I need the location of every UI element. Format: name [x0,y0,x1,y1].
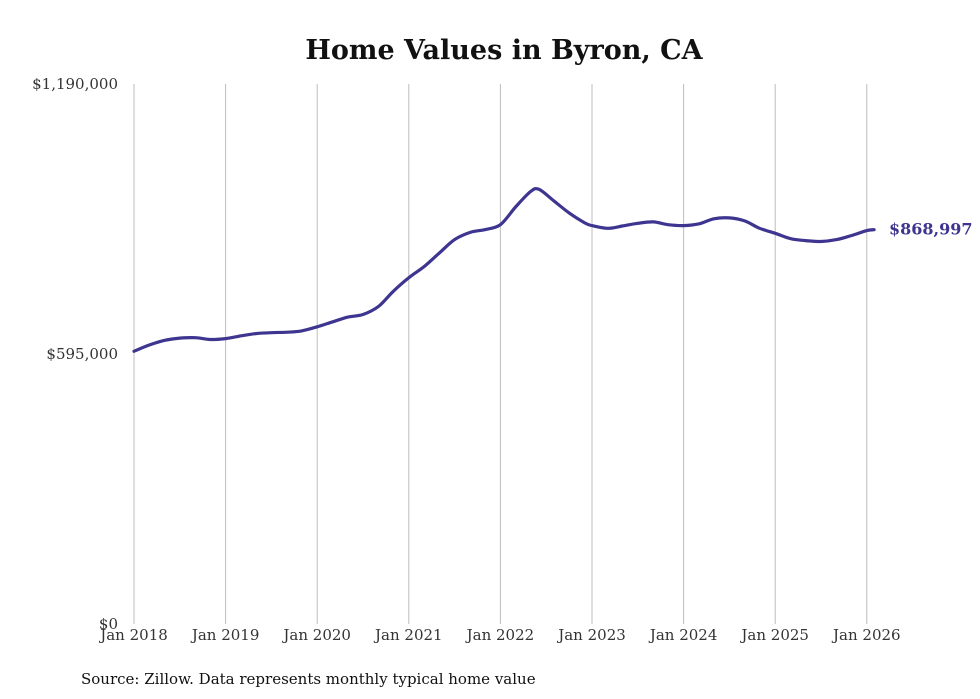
x-tick-label-2025: Jan 2025 [739,626,809,644]
home-value-series-line [132,186,876,353]
x-tick-label-2023: Jan 2023 [556,626,626,644]
x-tick-label-2020: Jan 2020 [281,626,351,644]
chart-title: Home Values in Byron, CA [305,35,703,66]
y-tick-label-1: $595,000 [46,345,118,363]
y-tick-label-2: $1,190,000 [32,75,118,93]
x-tick-label-2022: Jan 2022 [465,626,535,644]
x-axis-tick-labels: Jan 2018 Jan 2019 Jan 2020 Jan 2021 Jan 2022… [98,626,900,644]
y-axis-tick-labels: $0 $595,000 $1,190,000 [32,75,118,633]
source-note: Source: Zillow. Data represents monthly … [81,670,536,688]
x-tick-label-2019: Jan 2019 [190,626,260,644]
vertical-gridlines [133,84,868,624]
x-tick-label-2018: Jan 2018 [98,626,168,644]
latest-value-label: $868,997 [889,220,973,239]
x-tick-label-2026: Jan 2026 [831,626,901,644]
x-tick-label-2021: Jan 2021 [373,626,443,644]
x-tick-label-2024: Jan 2024 [648,626,718,644]
y-tick-label-0: $0 [99,615,118,633]
